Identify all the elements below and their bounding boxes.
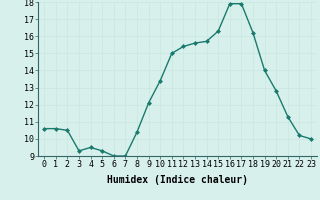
X-axis label: Humidex (Indice chaleur): Humidex (Indice chaleur) (107, 175, 248, 185)
